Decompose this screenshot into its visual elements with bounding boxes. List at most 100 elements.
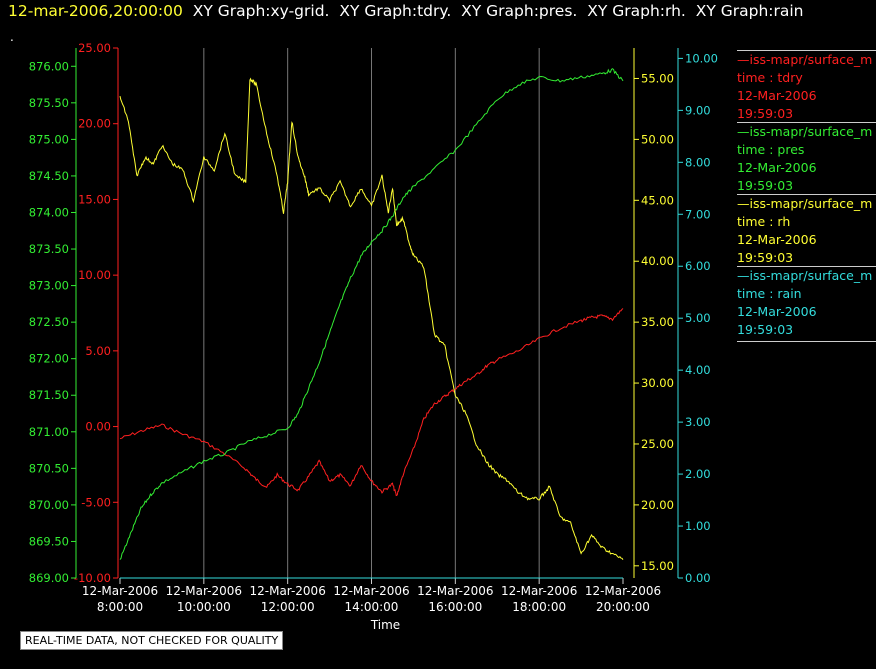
- rh-tick-label: 30.00: [641, 376, 674, 390]
- x-tick-label-date: 12-Mar-2006: [166, 584, 242, 598]
- legend-var: time : pres: [737, 142, 805, 157]
- x-tick-label-date: 12-Mar-2006: [501, 584, 577, 598]
- rain-tick-label: 5.00: [685, 311, 711, 325]
- rh-tick-label: 15.00: [641, 559, 674, 573]
- legend-time: 19:59:03: [737, 106, 794, 121]
- legend-entry-tdry: —iss-mapr/surface_m time : tdry 12-Mar-2…: [737, 48, 876, 123]
- pres-tick-label: 873.50: [29, 242, 69, 256]
- pres-tick-label: 873.00: [29, 279, 69, 293]
- legend-entry-pres: —iss-mapr/surface_m time : pres 12-Mar-2…: [737, 120, 876, 195]
- tdry-tick-label: 10.00: [78, 268, 111, 282]
- x-tick-label-time: 12:00:00: [261, 600, 315, 614]
- x-tick-label-time: 10:00:00: [177, 600, 231, 614]
- x-tick-label-time: 18:00:00: [512, 600, 566, 614]
- pres-tick-label: 876.00: [29, 59, 69, 73]
- rain-axis: 0.00 1.00 2.00 3.00 4.00 5.00 6.00 7.00 8.00 9.00…: [677, 48, 718, 585]
- legend-separator: [737, 122, 876, 123]
- pres-tick-label: 874.50: [29, 169, 69, 183]
- rh-tick-label: 50.00: [641, 132, 674, 146]
- rain-tick-label: 3.00: [685, 415, 711, 429]
- legend-separator: [737, 194, 876, 195]
- pres-tick-label: 869.50: [29, 534, 69, 548]
- x-axis-label: Time: [370, 618, 400, 632]
- rh-tick-label: 20.00: [641, 498, 674, 512]
- x-tick-label-time: 14:00:00: [345, 600, 399, 614]
- pres-tick-label: 872.00: [29, 352, 69, 366]
- rain-tick-label: 1.00: [685, 519, 711, 533]
- rh-tick-label: 35.00: [641, 315, 674, 329]
- rh-tick-label: 40.00: [641, 254, 674, 268]
- x-tick-label-date: 12-Mar-2006: [249, 584, 325, 598]
- legend-date: 12-Mar-2006: [737, 232, 817, 247]
- x-tick-label-date: 12-Mar-2006: [333, 584, 409, 598]
- x-tick-label-date: 12-Mar-2006: [585, 584, 661, 598]
- x-tick-label-time: 8:00:00: [97, 600, 143, 614]
- pres-tick-label: 872.50: [29, 315, 69, 329]
- tdry-tick-label: -10.00: [74, 571, 111, 585]
- pres-tick-label: 869.00: [29, 571, 69, 585]
- series-line-pres: [119, 68, 624, 560]
- title-bar: 12-mar-2006,20:00:00 XY Graph:xy-grid. X…: [8, 2, 804, 20]
- tdry-tick-label: 15.00: [78, 192, 111, 206]
- grid-lines: [203, 48, 540, 578]
- pres-tick-label: 871.50: [29, 388, 69, 402]
- legend-var: time : tdry: [737, 70, 803, 85]
- legend-source: —iss-mapr/surface_m: [737, 124, 873, 139]
- legend-separator: [737, 266, 876, 267]
- x-tick-label-date: 12-Mar-2006: [417, 584, 493, 598]
- series-line-tdry: [119, 308, 624, 497]
- rh-tick-label: 55.00: [641, 71, 674, 85]
- legend-separator: [737, 50, 876, 51]
- legend-date: 12-Mar-2006: [737, 304, 817, 319]
- rh-tick-label: 25.00: [641, 437, 674, 451]
- tdry-axis: -10.00 -5.00 0.00 5.00 10.00 15.00 20.00 25.00: [74, 41, 119, 585]
- pres-tick-label: 870.50: [29, 461, 69, 475]
- tdry-tick-label: 5.00: [85, 344, 111, 358]
- x-axis: 12-Mar-2006 8:00:00 12-Mar-2006 10:00:00 12-…: [82, 577, 661, 632]
- rh-tick-label: 45.00: [641, 193, 674, 207]
- series-group: [119, 68, 624, 579]
- title-pres: XY Graph:pres.: [461, 2, 578, 20]
- legend-entry-rain: —iss-mapr/surface_m time : rain 12-Mar-2…: [737, 264, 876, 342]
- dot-marker: .: [10, 30, 14, 44]
- legend-source: —iss-mapr/surface_m: [737, 52, 873, 67]
- rain-tick-label: 8.00: [685, 155, 711, 169]
- quality-notice: REAL-TIME DATA, NOT CHECKED FOR QUALITY: [20, 631, 284, 650]
- rh-axis: 15.00 20.00 25.00 30.00 35.00 40.00 45.00 50.00…: [633, 48, 674, 578]
- pres-axis: 869.00 869.50 870.00 870.50 871.00 871.50 872.…: [29, 48, 77, 585]
- pres-tick-label: 870.00: [29, 498, 69, 512]
- rain-tick-label: 4.00: [685, 363, 711, 377]
- x-tick-label-time: 20:00:00: [596, 600, 650, 614]
- x-tick-label-date: 12-Mar-2006: [82, 584, 158, 598]
- tdry-tick-label: 20.00: [78, 117, 111, 131]
- title-tdry: XY Graph:tdry.: [339, 2, 452, 20]
- legend-date: 12-Mar-2006: [737, 88, 817, 103]
- pres-tick-label: 874.00: [29, 205, 69, 219]
- rain-tick-label: 6.00: [685, 259, 711, 273]
- pres-tick-label: 875.00: [29, 132, 69, 146]
- legend-var: time : rain: [737, 286, 802, 301]
- legend-separator: [737, 341, 876, 342]
- legend-source: —iss-mapr/surface_m: [737, 196, 873, 211]
- series-line-rh: [119, 77, 624, 560]
- rain-tick-label: 2.00: [685, 467, 711, 481]
- rain-tick-label: 9.00: [685, 103, 711, 117]
- tdry-tick-label: 25.00: [78, 41, 111, 55]
- tdry-tick-label: -5.00: [81, 495, 111, 509]
- tdry-tick-label: 0.00: [85, 420, 111, 434]
- legend-date: 12-Mar-2006: [737, 160, 817, 175]
- legend-time: 19:59:03: [737, 178, 794, 193]
- rain-tick-label: 0.00: [685, 571, 711, 585]
- pres-tick-label: 875.50: [29, 96, 69, 110]
- rain-tick-label: 10.00: [685, 51, 718, 65]
- title-rh: XY Graph:rh.: [587, 2, 686, 20]
- legend-var: time : rh: [737, 214, 791, 229]
- rain-tick-label: 7.00: [685, 207, 711, 221]
- title-rain: XY Graph:rain: [695, 2, 804, 20]
- pres-tick-label: 871.00: [29, 425, 69, 439]
- x-tick-label-time: 16:00:00: [428, 600, 482, 614]
- legend-source: —iss-mapr/surface_m: [737, 268, 873, 283]
- title-xy-grid: XY Graph:xy-grid.: [192, 2, 330, 20]
- timestamp: 12-mar-2006,20:00:00: [8, 2, 183, 20]
